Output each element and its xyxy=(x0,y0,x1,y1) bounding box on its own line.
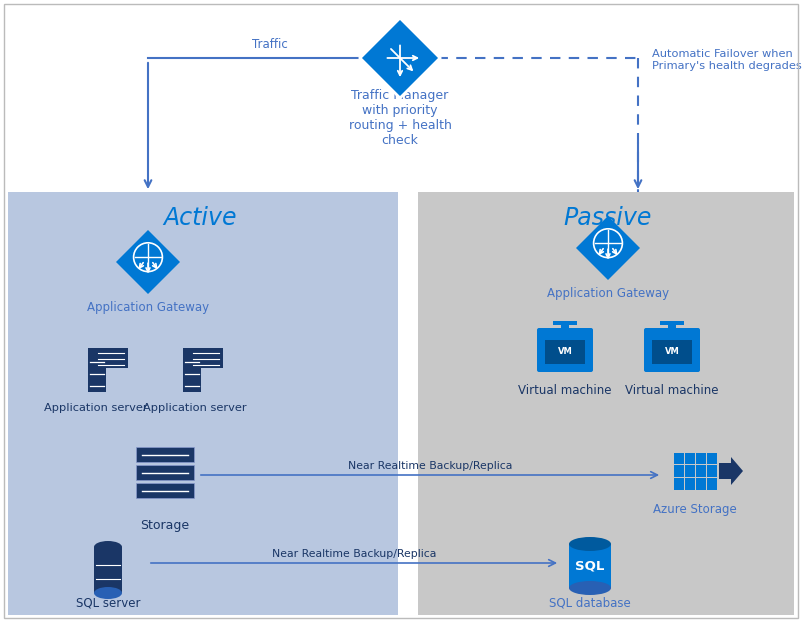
Bar xyxy=(545,340,585,364)
Text: Near Realtime Backup/Replica: Near Realtime Backup/Replica xyxy=(348,461,512,471)
Bar xyxy=(136,447,194,462)
Bar xyxy=(191,348,223,368)
Polygon shape xyxy=(360,18,440,98)
Text: Storage: Storage xyxy=(140,519,189,531)
Bar xyxy=(96,348,128,368)
Bar xyxy=(707,452,716,464)
Text: Azure Storage: Azure Storage xyxy=(653,504,737,516)
Bar xyxy=(136,465,194,480)
FancyBboxPatch shape xyxy=(644,328,700,372)
Bar xyxy=(660,321,684,325)
Text: SQL: SQL xyxy=(575,559,605,572)
Text: Application server: Application server xyxy=(44,403,148,413)
Bar xyxy=(695,452,706,464)
Bar xyxy=(707,465,716,477)
Ellipse shape xyxy=(569,537,611,551)
Polygon shape xyxy=(719,457,743,485)
Text: VM: VM xyxy=(665,346,679,356)
Polygon shape xyxy=(576,216,640,280)
FancyBboxPatch shape xyxy=(537,328,593,372)
Text: Application Gateway: Application Gateway xyxy=(87,301,209,314)
Text: SQL server: SQL server xyxy=(75,596,140,609)
Ellipse shape xyxy=(569,581,611,595)
Bar xyxy=(695,465,706,477)
Bar xyxy=(695,478,706,489)
Bar xyxy=(684,452,695,464)
Bar xyxy=(183,348,201,392)
Polygon shape xyxy=(116,230,180,294)
Bar xyxy=(684,465,695,477)
Text: Application server: Application server xyxy=(144,403,247,413)
Bar xyxy=(674,465,683,477)
Bar xyxy=(707,478,716,489)
Bar xyxy=(569,544,611,588)
Text: Virtual machine: Virtual machine xyxy=(518,384,612,396)
Text: Virtual machine: Virtual machine xyxy=(626,384,719,396)
Bar xyxy=(94,547,122,593)
Text: Near Realtime Backup/Replica: Near Realtime Backup/Replica xyxy=(272,549,436,559)
Text: Passive: Passive xyxy=(564,206,652,230)
Text: Traffic: Traffic xyxy=(252,38,288,51)
Text: SQL database: SQL database xyxy=(549,596,631,609)
Ellipse shape xyxy=(94,541,122,553)
Bar xyxy=(674,452,683,464)
Bar xyxy=(561,325,569,330)
Bar xyxy=(553,321,577,325)
Bar xyxy=(8,192,398,615)
Bar xyxy=(88,348,106,392)
Text: Active: Active xyxy=(164,206,237,230)
Ellipse shape xyxy=(94,587,122,599)
Text: Automatic Failover when
Primary's health degrades: Automatic Failover when Primary's health… xyxy=(652,49,802,71)
Text: VM: VM xyxy=(557,346,573,356)
Bar xyxy=(668,325,676,330)
Bar xyxy=(684,478,695,489)
Text: Application Gateway: Application Gateway xyxy=(547,288,669,301)
Text: Traffic Manager
with priority
routing + health
check: Traffic Manager with priority routing + … xyxy=(349,89,452,147)
Bar xyxy=(136,483,194,498)
Bar xyxy=(674,478,683,489)
Bar xyxy=(652,340,692,364)
Bar xyxy=(418,192,794,615)
